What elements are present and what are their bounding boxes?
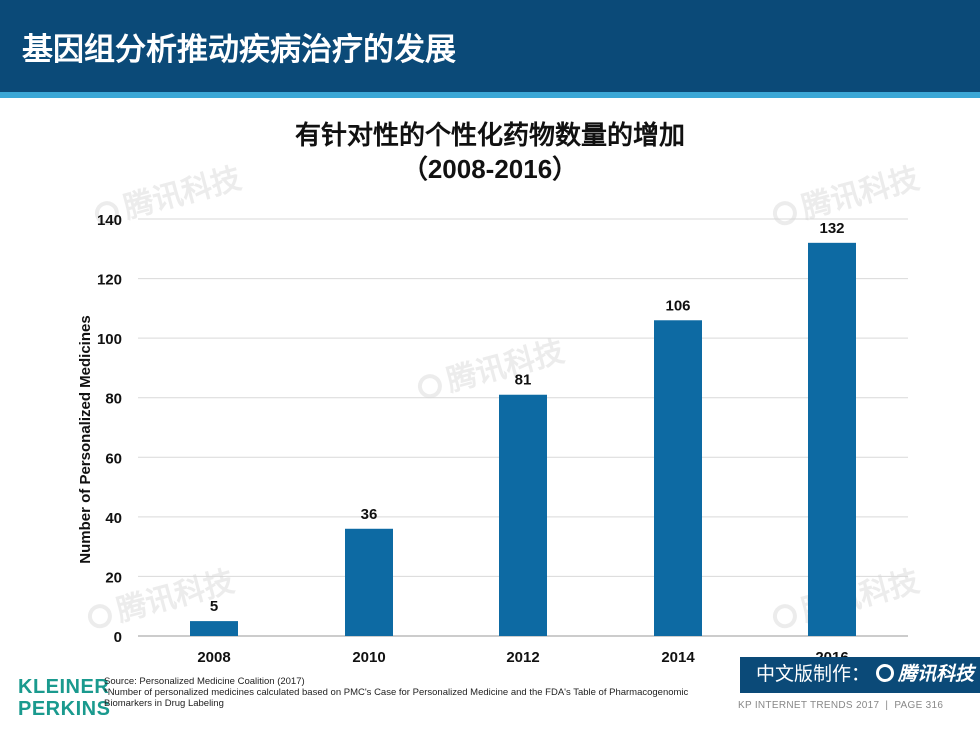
data-label: 106	[665, 297, 690, 314]
data-label: 5	[210, 598, 218, 615]
bar	[345, 528, 393, 636]
kleiner-perkins-logo: KLEINER PERKINS	[18, 676, 111, 720]
bar	[654, 320, 702, 636]
y-axis-title: Number of Personalized Medicines	[77, 315, 94, 563]
y-tick-label: 80	[105, 391, 122, 408]
y-tick-label: 120	[97, 272, 122, 289]
y-tick-label: 100	[97, 331, 122, 348]
page-footer: KP INTERNET TRENDS 2017 | PAGE 316	[738, 700, 944, 711]
page-number: PAGE 316	[894, 700, 944, 711]
y-tick-label: 140	[97, 212, 122, 229]
page-title: 基因组分析推动疾病治疗的发展	[22, 32, 456, 67]
y-tick-label: 20	[105, 569, 122, 586]
source-note: Source: Personalized Medicine Coalition …	[104, 676, 724, 709]
header-accent-line	[0, 92, 980, 98]
x-tick-label: 2010	[352, 649, 385, 666]
data-label: 36	[361, 506, 378, 523]
bar	[190, 621, 238, 636]
footnote-line: *Number of personalized medicines calcul…	[104, 687, 689, 709]
bar	[808, 242, 856, 637]
x-tick-label: 2014	[661, 649, 695, 666]
data-label: 132	[819, 220, 844, 237]
bar	[499, 394, 547, 636]
bar-chart: 0 20 40 60 80 100 120 140 5 2008 36 2010 81 2012 106 20…	[77, 212, 908, 666]
tencent-logo-icon	[876, 664, 895, 682]
header-bar: 基因组分析推动疾病治疗的发展	[0, 0, 980, 92]
chart-title-line1: 有针对性的个性化药物数量的增加	[294, 120, 685, 150]
kp-label: KP INTERNET TRENDS 2017	[738, 700, 880, 711]
chart-title: 有针对性的个性化药物数量的增加 （2008-2016）	[0, 118, 980, 186]
tencent-badge: 中文版制作： 腾讯科技	[740, 657, 980, 693]
y-tick-label: 0	[114, 629, 122, 646]
chart-title-line2: （2008-2016）	[401, 154, 579, 184]
data-label: 81	[515, 372, 532, 389]
y-tick-label: 60	[105, 450, 122, 467]
x-tick-label: 2012	[506, 649, 539, 666]
x-tick-label: 2008	[197, 649, 230, 666]
y-tick-label: 40	[105, 510, 122, 527]
source-line: Source: Personalized Medicine Coalition …	[104, 676, 305, 687]
